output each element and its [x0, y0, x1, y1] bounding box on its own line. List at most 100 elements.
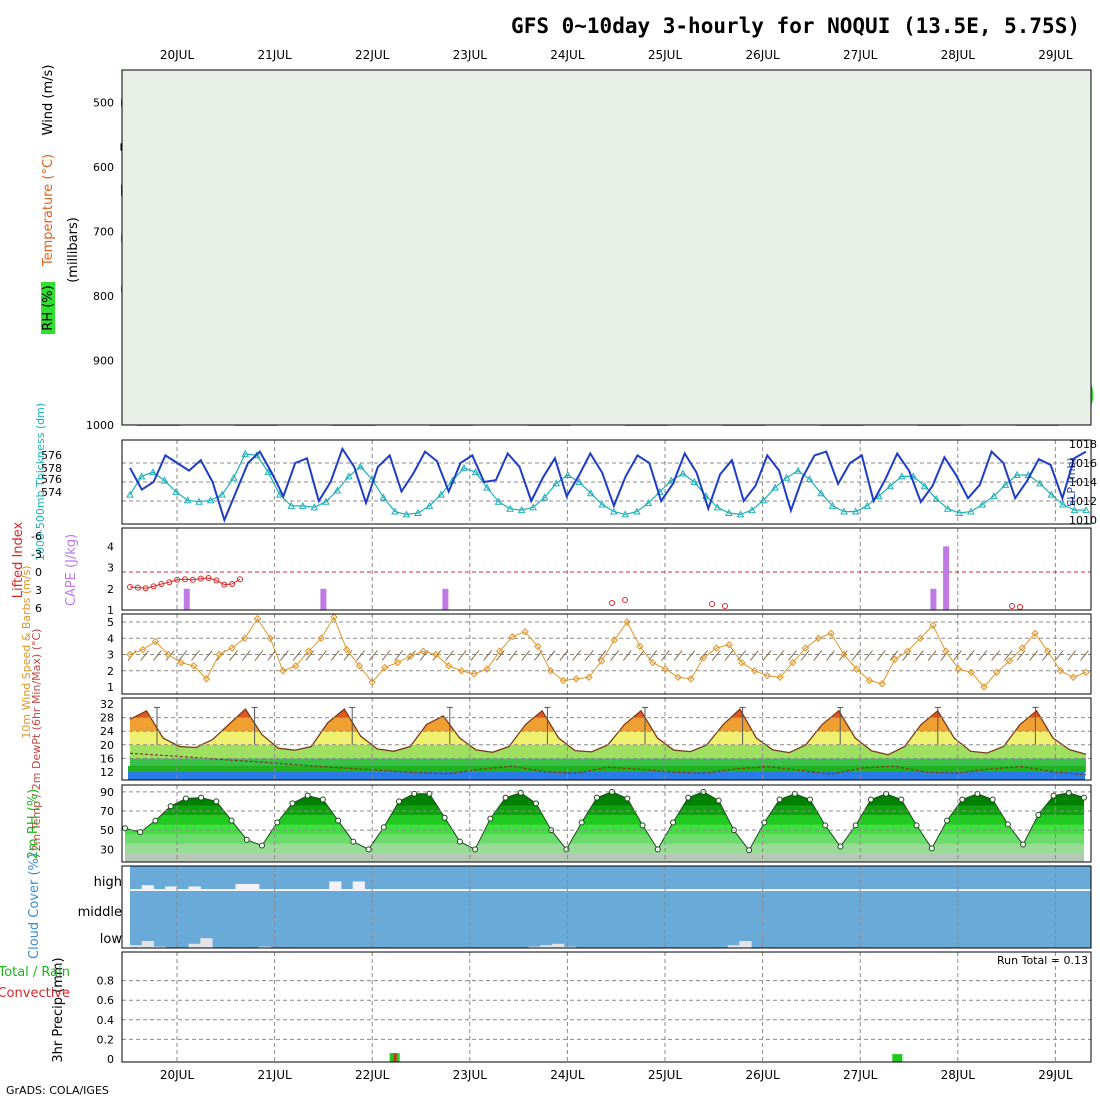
legend-convective: Convective: [0, 986, 70, 1001]
rh-point: [685, 794, 692, 801]
wind-barb-10m: [559, 650, 569, 661]
wind-barb-10m: [572, 650, 581, 661]
wind-barb-10m: [254, 650, 264, 661]
date-label-bottom: 20JUL: [160, 1068, 195, 1082]
rh-band-fill: [125, 830, 1084, 844]
tick-label: 576: [41, 473, 62, 486]
wind-barb-10m: [775, 650, 785, 661]
thickness-point: [644, 499, 653, 507]
date-label-top: 28JUL: [941, 48, 976, 62]
rh-point: [746, 847, 753, 854]
wind-speed-point: [228, 644, 236, 652]
date-label-bottom: 22JUL: [355, 1068, 390, 1082]
wind-barb-10m: [495, 650, 505, 661]
rh-point: [259, 842, 265, 849]
tick-label: 28: [100, 712, 114, 725]
wind-speed-point: [215, 650, 223, 659]
wind-barb-10m: [546, 650, 556, 661]
wind-barb-10m: [889, 650, 899, 661]
ylabel-temperature: Temperature (°C): [41, 154, 56, 267]
rh-point: [1081, 794, 1087, 801]
thickness-point: [771, 483, 779, 491]
tick-label: 4: [107, 540, 114, 553]
cape-bar: [930, 588, 937, 610]
wind-barb-10m: [381, 650, 391, 661]
rh-point: [198, 794, 205, 801]
wind-speed-point: [674, 673, 682, 681]
wind10m-series: [126, 613, 1090, 691]
cloud-cover-background: [130, 866, 1091, 948]
wind-speed-point: [164, 650, 172, 659]
thickness-point: [264, 468, 273, 476]
rh-point: [243, 836, 250, 843]
wind-speed-point: [903, 647, 912, 655]
wind-barb-10m: [470, 650, 480, 661]
panel-frame: [121, 527, 1092, 611]
rh-point: [654, 846, 661, 853]
rh-point: [852, 822, 859, 829]
thickness-point: [586, 489, 595, 497]
wind-speed-point: [725, 641, 733, 649]
wind-speed-point: [139, 645, 147, 654]
tick-label: 3: [107, 562, 114, 575]
rh-point: [472, 846, 479, 853]
wind-speed-point: [814, 634, 823, 642]
rh-point: [1004, 821, 1011, 828]
cloud-layer-label: middle: [78, 905, 122, 920]
wind-speed-point: [585, 673, 593, 681]
thickness-point: [1082, 506, 1090, 514]
tick-label: 574: [41, 486, 62, 499]
wind-speed-point: [521, 628, 529, 636]
thickness-point: [460, 463, 468, 471]
wind-speed-point: [776, 673, 784, 681]
date-label-bottom: 27JUL: [843, 1068, 878, 1082]
li-point: [150, 583, 157, 590]
wind-barb-10m: [673, 650, 683, 661]
rh-point: [502, 794, 509, 801]
thickness-point: [920, 482, 929, 490]
rh-point: [137, 829, 144, 836]
cape-bar: [442, 588, 449, 610]
ylabel-wind10m: 10m Wind Speed & Barbs (m/s): [20, 565, 33, 738]
pressure-ticks: 500 600 700 800 900 1000: [86, 96, 114, 432]
thickness-point: [609, 507, 618, 515]
thickness-point: [621, 510, 630, 518]
thickness-point: [828, 501, 837, 509]
thickness-point: [1059, 500, 1067, 508]
date-label-bottom: 26JUL: [745, 1068, 780, 1082]
ylabel-lifted-index: Lifted Index: [11, 521, 26, 598]
tick-label: 24: [100, 725, 114, 738]
tick-label: 3: [35, 584, 42, 597]
panel-frame: [121, 439, 1092, 525]
tick-label: 32: [100, 698, 114, 711]
wind-speed-point: [406, 652, 415, 660]
wind-barb-10m: [1067, 650, 1077, 661]
rh-point: [380, 824, 387, 831]
wind-speed-point: [1018, 644, 1026, 652]
rh-point: [1020, 841, 1027, 848]
cape-bar: [320, 588, 327, 610]
wind-barb-10m: [661, 650, 670, 661]
cloud-low-bar: [551, 943, 565, 948]
tick-label: 70: [100, 805, 114, 818]
ylabel-thickness: 1000-500mb Thickness (dm): [34, 403, 47, 561]
wind-speed-point: [368, 678, 376, 686]
tick-label: 0.2: [97, 1033, 115, 1046]
thickness-point: [955, 508, 964, 516]
date-label-bottom: 25JUL: [648, 1068, 683, 1082]
li-point: [609, 600, 615, 606]
wind-speed-point: [432, 650, 440, 659]
panel-frame: [121, 951, 1092, 1063]
li-line: [129, 577, 241, 589]
thickness-point: [575, 477, 584, 485]
thickness-point: [667, 476, 676, 484]
precip-ticks: 0 0.2 0.4 0.6 0.8: [97, 975, 115, 1066]
wind-speed-point: [1082, 668, 1090, 677]
thickness-point: [345, 472, 353, 480]
cloud-cover-label: Cloud Cover (%): [27, 853, 42, 959]
wind-barb-10m: [368, 650, 378, 661]
wind-speed-point: [623, 618, 631, 626]
tick-label: 0: [35, 566, 42, 579]
date-label-top: 22JUL: [355, 48, 390, 62]
wind-speed-point: [393, 658, 402, 667]
